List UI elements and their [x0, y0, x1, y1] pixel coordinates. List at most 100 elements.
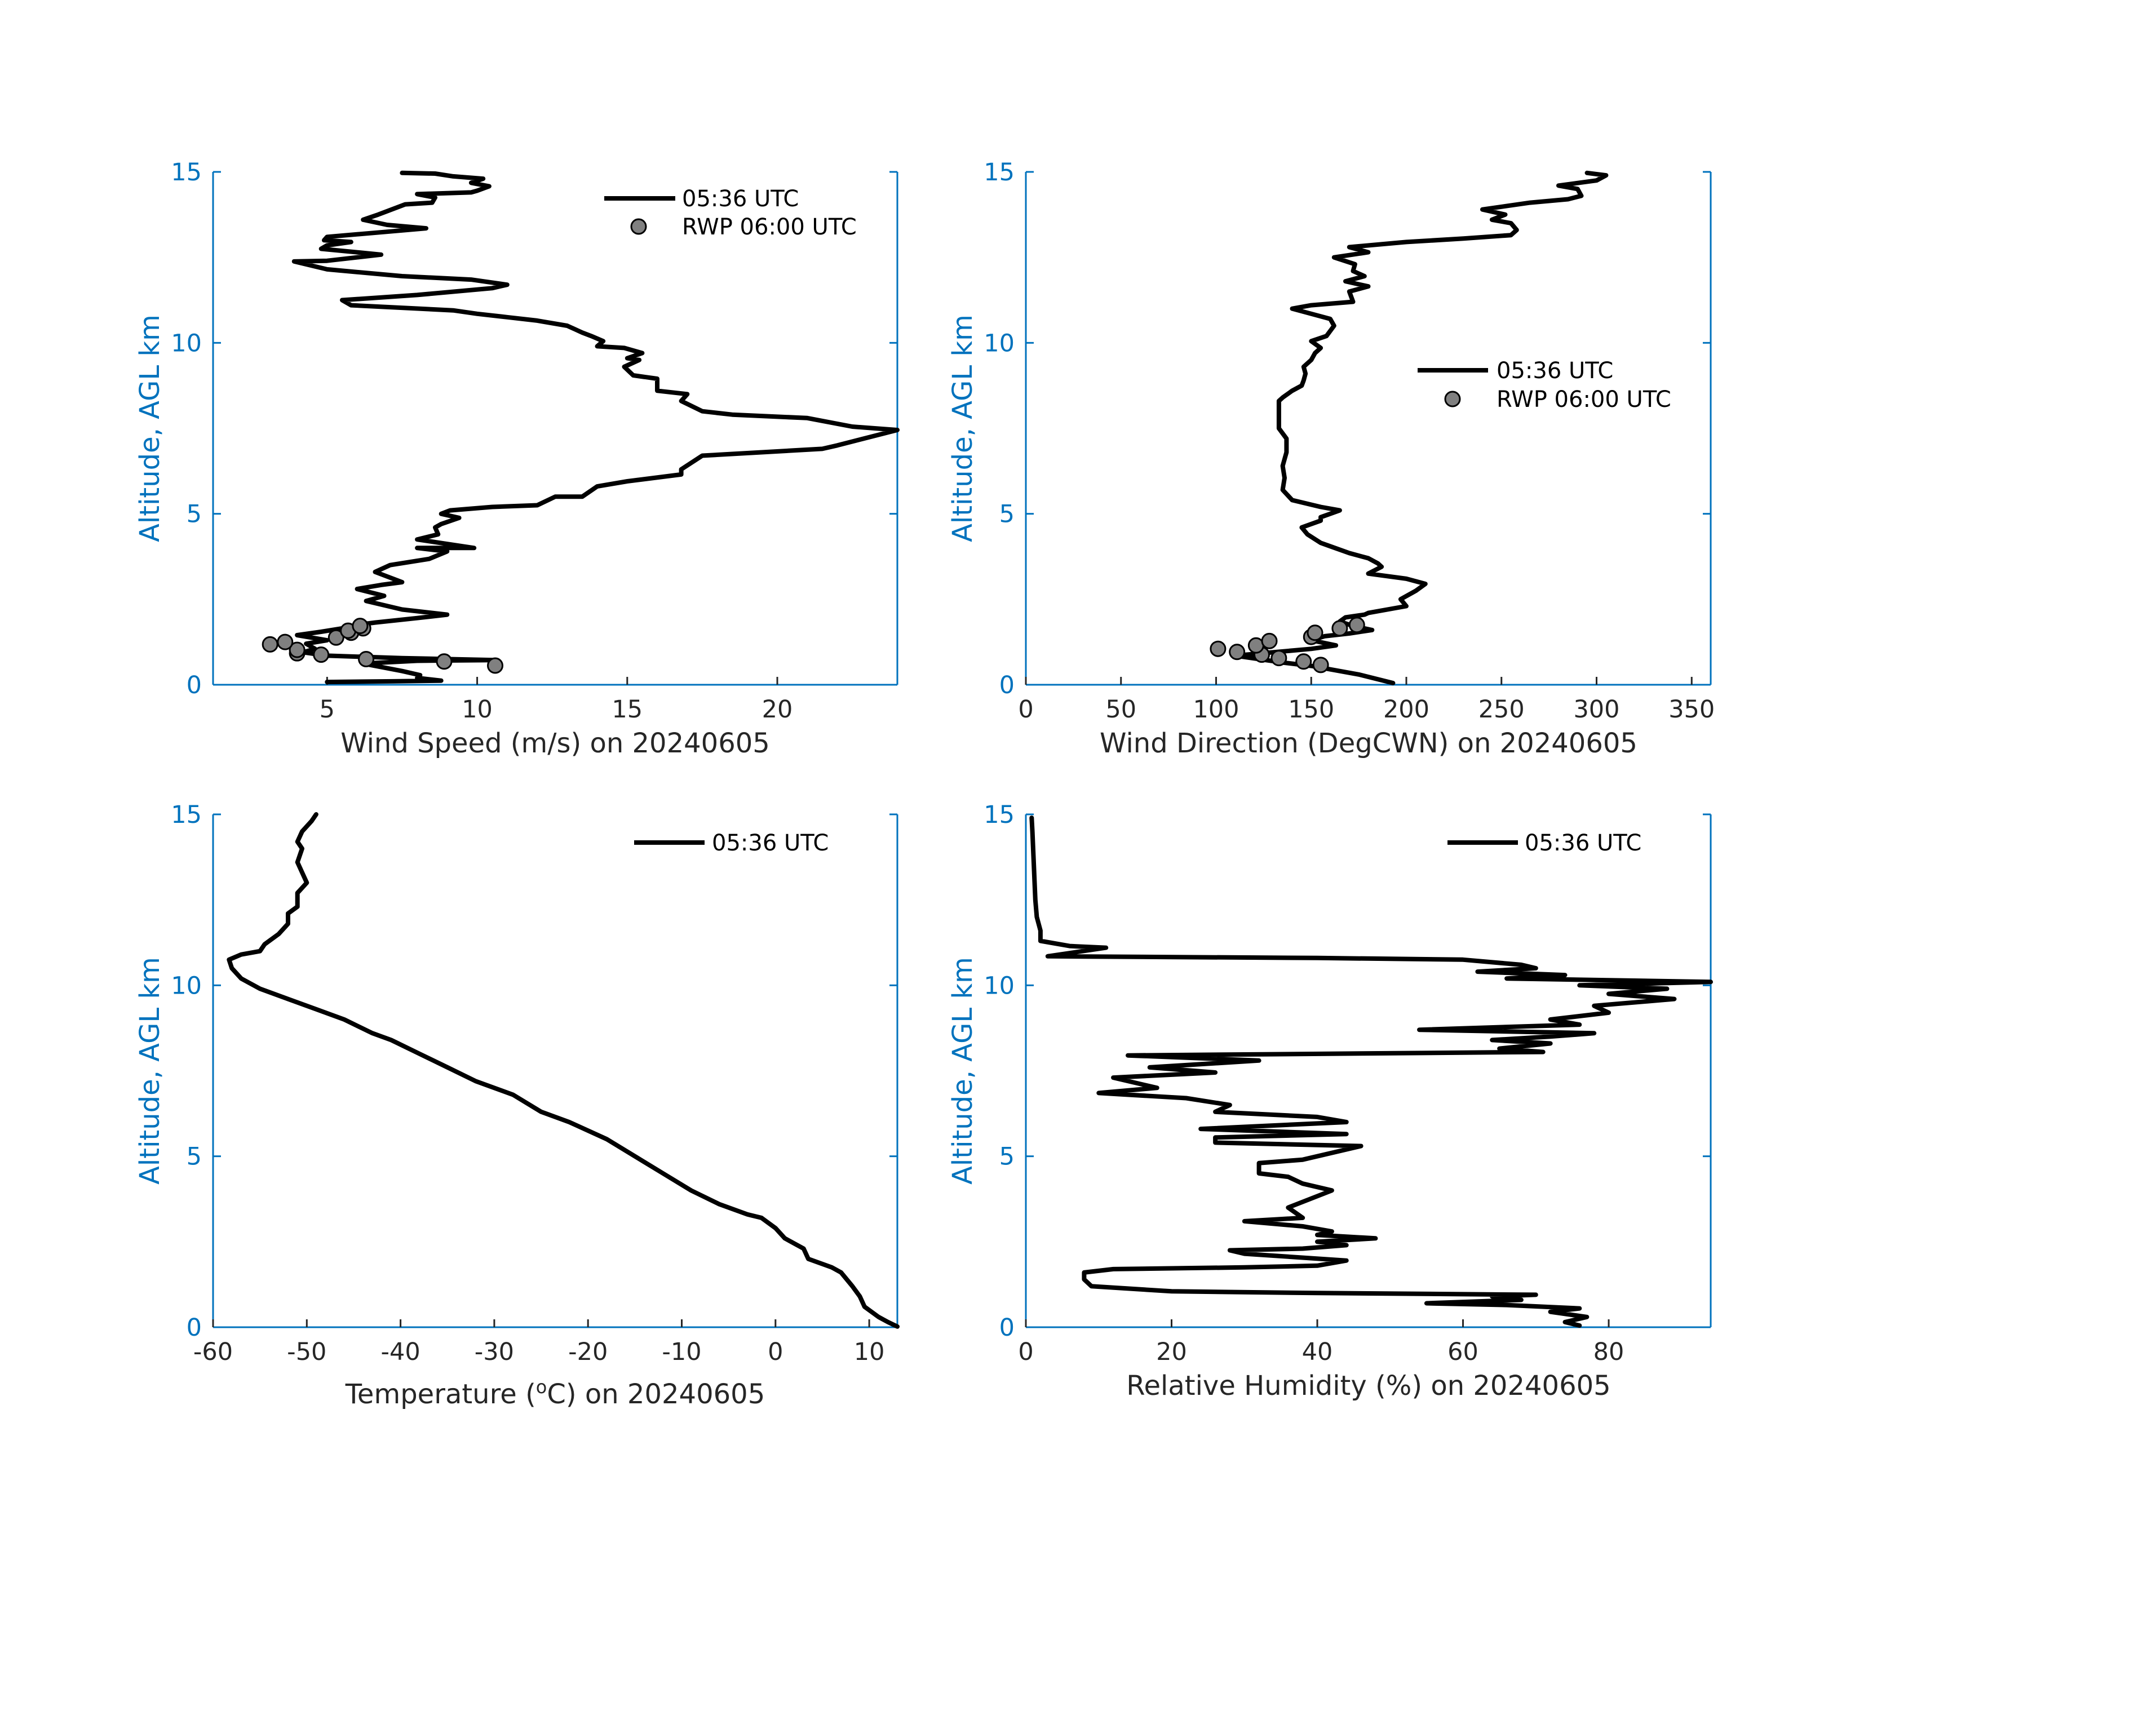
- y-tick-label: 15: [171, 801, 202, 829]
- x-tick-label: 15: [612, 695, 643, 724]
- x-tick-label: 350: [1668, 695, 1715, 724]
- legend-entry-rwp: RWP 06:00 UTC: [1497, 387, 1671, 413]
- y-tick-label: 10: [171, 329, 202, 357]
- rwp-data-point: [277, 633, 294, 650]
- x-tick-label: 20: [762, 695, 793, 724]
- x-tick-label: 200: [1383, 695, 1429, 724]
- x-tick-label: 20: [1156, 1338, 1187, 1366]
- x-tick-label: 0: [768, 1338, 783, 1366]
- series-line-0536: [1233, 170, 1609, 685]
- rwp-data-point: [1210, 640, 1227, 657]
- x-tick-label: 250: [1478, 695, 1525, 724]
- y-tick-label: 15: [984, 158, 1015, 187]
- x-tick-label: 0: [1018, 1338, 1033, 1366]
- x-tick-label: -10: [662, 1338, 701, 1366]
- x-tick-label: -50: [287, 1338, 326, 1366]
- x-tick-label: -40: [380, 1338, 420, 1366]
- y-tick-label: 15: [171, 158, 202, 187]
- temperature-panel: 0 5 10 15 -60 -50 -40 -30 -20 -10 0 10 Temperature …: [134, 801, 900, 1410]
- rwp-data-point: [1247, 637, 1264, 654]
- wind-speed-panel: 0 5 10 15 5 10 15 20 Wind Speed (m/s) on 202406…: [134, 158, 900, 759]
- legend-entry-rwp: RWP 06:00 UTC: [682, 214, 857, 240]
- rwp-data-point: [487, 657, 504, 674]
- x-tick-label: -30: [475, 1338, 514, 1366]
- rwp-data-point: [1295, 653, 1312, 670]
- rwp-data-point: [436, 653, 453, 670]
- y-tick-label: 10: [984, 972, 1015, 1000]
- humidity-legend: 05:36 UTC: [1447, 830, 1641, 856]
- x-tick-label: 50: [1105, 695, 1136, 724]
- humidity-xlabel: Relative Humidity (%) on 20240605: [1126, 1370, 1610, 1402]
- legend-entry-line: 05:36 UTC: [682, 186, 799, 212]
- y-tick-label: 0: [187, 671, 202, 699]
- rwp-data-point: [327, 629, 344, 646]
- temperature-plot: [227, 812, 900, 1329]
- wind-speed-axes: 0 5 10 15 5 10 15 20: [171, 158, 898, 724]
- series-line-0536: [291, 170, 900, 685]
- humidity-axes: 0 5 10 15 0 20 40 60 80: [984, 801, 1712, 1366]
- x-tick-label: 5: [320, 695, 335, 724]
- wind-direction-ylabel: Altitude, AGL km: [947, 314, 979, 542]
- wind-direction-xlabel: Wind Direction (DegCWN) on 20240605: [1100, 728, 1637, 759]
- rwp-data-point: [289, 641, 306, 658]
- temperature-ylabel: Altitude, AGL km: [134, 957, 166, 1185]
- x-tick-label: 100: [1193, 695, 1239, 724]
- legend-entry-line: 05:36 UTC: [1497, 358, 1613, 384]
- y-tick-label: 10: [171, 972, 202, 1000]
- x-tick-label: -60: [193, 1338, 233, 1366]
- temperature-xlabel-degree: o: [536, 1376, 547, 1398]
- rwp-data-point: [1331, 620, 1348, 637]
- x-tick-label: 80: [1593, 1338, 1624, 1366]
- y-tick-label: 0: [999, 671, 1015, 699]
- wind-direction-legend: 05:36 UTC RWP 06:00 UTC: [1418, 358, 1671, 413]
- x-tick-label: 150: [1288, 695, 1334, 724]
- rwp-data-point: [1348, 617, 1365, 633]
- y-tick-label: 5: [187, 1143, 202, 1171]
- legend-entry-line: 05:36 UTC: [712, 830, 829, 856]
- rwp-data-point: [1261, 632, 1278, 649]
- rwp-data-point: [358, 651, 375, 667]
- legend-marker-swatch: [630, 218, 647, 235]
- y-tick-label: 15: [984, 801, 1015, 829]
- rwp-data-point: [1229, 644, 1246, 661]
- rwp-data-point: [1270, 650, 1287, 667]
- x-tick-label: 40: [1302, 1338, 1333, 1366]
- x-tick-label: -20: [568, 1338, 608, 1366]
- wind-speed-xlabel: Wind Speed (m/s) on 20240605: [340, 728, 770, 759]
- x-tick-label: 10: [462, 695, 493, 724]
- wind-speed-plot: [262, 170, 900, 685]
- legend-marker-swatch: [1444, 391, 1461, 407]
- wind-speed-legend: 05:36 UTC RWP 06:00 UTC: [604, 186, 857, 240]
- series-line-0536: [227, 812, 900, 1329]
- rwp-data-point: [352, 618, 369, 635]
- temperature-xlabel: Temperature (oC) on 20240605: [345, 1376, 765, 1410]
- y-tick-label: 5: [187, 500, 202, 529]
- temperature-xlabel-suffix: C) on 20240605: [547, 1379, 765, 1410]
- y-tick-label: 5: [999, 1143, 1015, 1171]
- y-tick-label: 5: [999, 500, 1015, 529]
- humidity-panel: 0 5 10 15 0 20 40 60 80 Relative Humidity (%) on…: [947, 801, 1713, 1402]
- series-line-0536: [1029, 815, 1713, 1328]
- rwp-data-point: [1307, 624, 1323, 641]
- temperature-legend: 05:36 UTC: [634, 830, 829, 856]
- rwp-data-point: [1312, 657, 1329, 673]
- y-tick-label: 0: [187, 1314, 202, 1342]
- rwp-data-point: [313, 646, 330, 663]
- x-tick-label: 0: [1018, 695, 1033, 724]
- x-tick-label: 60: [1447, 1338, 1478, 1366]
- wind-speed-ylabel: Altitude, AGL km: [134, 314, 166, 542]
- temperature-xlabel-prefix: Temperature (: [345, 1379, 536, 1410]
- rwp-data-point: [262, 636, 278, 653]
- y-tick-label: 10: [984, 329, 1015, 357]
- humidity-plot: [1029, 815, 1713, 1328]
- temperature-axes: 0 5 10 15 -60 -50 -40 -30 -20 -10 0 10: [171, 801, 898, 1366]
- x-tick-label: 300: [1573, 695, 1619, 724]
- y-tick-label: 0: [999, 1314, 1015, 1342]
- x-tick-label: 10: [854, 1338, 885, 1366]
- humidity-ylabel: Altitude, AGL km: [947, 957, 979, 1185]
- wind-direction-plot: [1210, 170, 1609, 685]
- legend-entry-line: 05:36 UTC: [1525, 830, 1641, 856]
